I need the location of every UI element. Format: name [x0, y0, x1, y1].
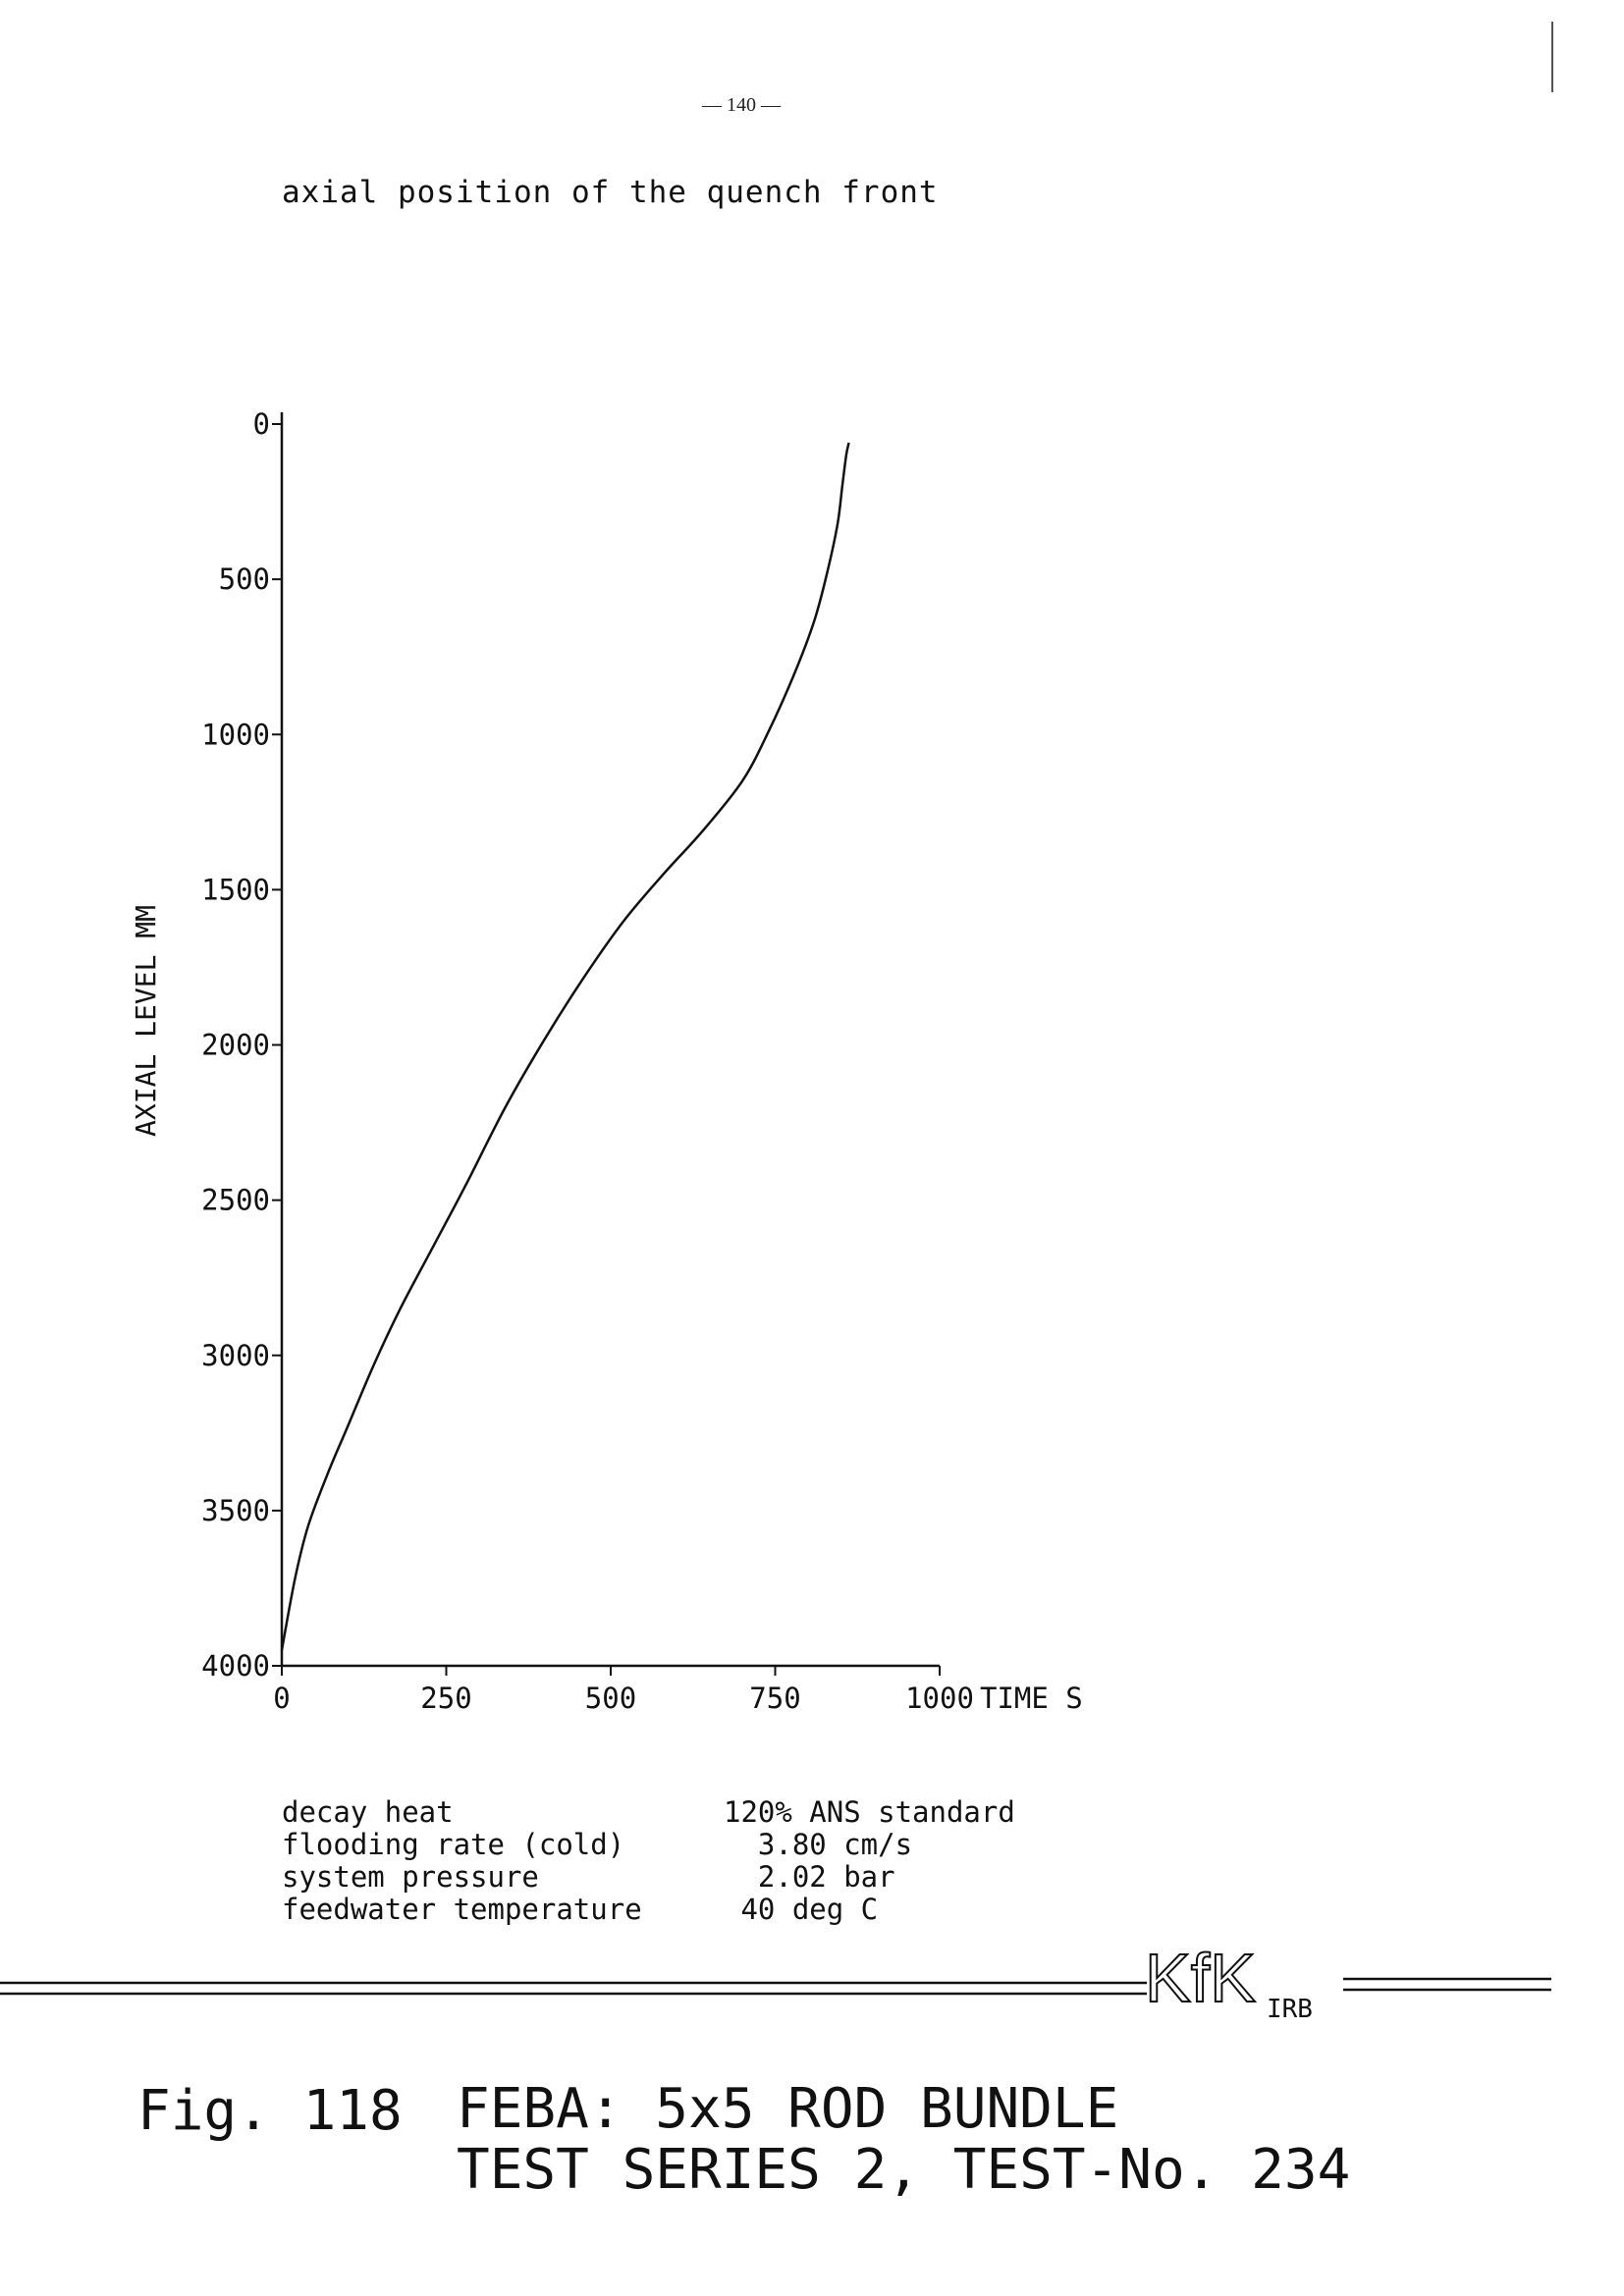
- parameter-value: 2.02 bar: [724, 1860, 895, 1894]
- x-tick-label: 1000: [905, 1682, 974, 1715]
- quench-front-line: [280, 442, 850, 1651]
- figure-title-line2: TEST SERIES 2, TEST-No. 234: [457, 2138, 1351, 2202]
- y-tick-label: 2500: [201, 1184, 270, 1217]
- parameter-label: decay heat: [282, 1795, 454, 1829]
- x-tick-label: 0: [273, 1682, 290, 1715]
- y-tick-label: 1500: [201, 873, 270, 906]
- figure-label: Fig. 118: [137, 2079, 403, 2143]
- y-tick-label: 500: [219, 562, 270, 596]
- parameter-value: 40 deg C: [724, 1893, 879, 1926]
- parameter-value: 120% ANS standard: [724, 1795, 1015, 1829]
- y-tick-label: 1000: [201, 718, 270, 751]
- x-axis-label: TIME S: [980, 1682, 1083, 1715]
- kfk-logo-subtext: IRB: [1267, 1995, 1313, 2024]
- chart-title: axial position of the quench front: [282, 175, 939, 210]
- parameter-label: system pressure: [282, 1860, 539, 1894]
- x-tick-label: 750: [749, 1682, 800, 1715]
- parameter-label: feedwater temperature: [282, 1893, 642, 1926]
- margin-mark: [1551, 22, 1553, 92]
- kfk-logo-text: KfK: [1145, 1940, 1256, 2016]
- parameter-label: flooding rate (cold): [282, 1828, 625, 1861]
- y-tick-label: 4000: [201, 1649, 270, 1682]
- y-tick-label: 3500: [201, 1494, 270, 1527]
- y-tick-label: 0: [253, 407, 270, 441]
- x-tick-label: 500: [585, 1682, 636, 1715]
- y-tick-label: 2000: [201, 1029, 270, 1062]
- page-number: — 140 —: [702, 94, 781, 116]
- y-tick-label: 3000: [201, 1339, 270, 1372]
- chart-axes: [280, 412, 940, 1668]
- figure-title-line1: FEBA: 5x5 ROD BUNDLE: [457, 2077, 1119, 2141]
- parameter-value: 3.80 cm/s: [724, 1828, 913, 1861]
- y-axis-label: AXIAL LEVEL MM: [130, 905, 162, 1137]
- x-tick-label: 250: [420, 1682, 471, 1715]
- figure-title: FEBA: 5x5 ROD BUNDLE TEST SERIES 2, TEST-…: [457, 2079, 1350, 2201]
- chart-series: [280, 442, 850, 1651]
- kfk-logo-rule: KfK IRB: [0, 1939, 1551, 2024]
